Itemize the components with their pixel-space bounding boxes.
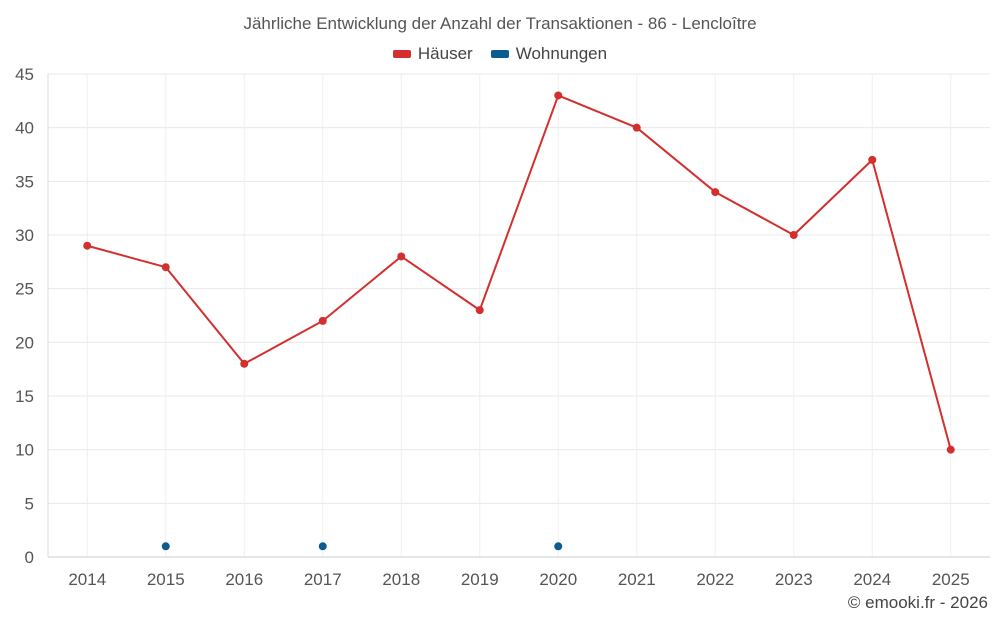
y-tick-label: 15 — [15, 387, 34, 406]
y-tick-label: 10 — [15, 441, 34, 460]
wohnungen-point-2017 — [318, 542, 327, 551]
haeuser-point-2022 — [711, 188, 720, 197]
credit-text: © emooki.fr - 2026 — [847, 593, 988, 612]
legend-label-haeuser: Häuser — [417, 44, 473, 63]
y-tick-label: 25 — [15, 280, 34, 299]
legend-item-wohnungen[interactable]: Wohnungen — [490, 44, 608, 64]
x-tick-label: 2021 — [618, 570, 656, 589]
legend-label-wohnungen: Wohnungen — [515, 44, 608, 63]
y-tick-label: 5 — [25, 494, 34, 513]
haeuser-point-2025 — [946, 445, 955, 454]
x-tick-label: 2016 — [225, 570, 263, 589]
x-tick-label: 2017 — [304, 570, 342, 589]
haeuser-point-2023 — [789, 231, 798, 239]
x-tick-label: 2020 — [539, 570, 577, 589]
series-line-haeuser — [86, 94, 952, 450]
haeuser-point-2016 — [240, 359, 249, 368]
y-tick-label: 20 — [15, 333, 34, 352]
haeuser-point-2021 — [632, 123, 641, 132]
y-tick-label: 0 — [25, 548, 34, 567]
y-tick-label: 35 — [15, 172, 34, 191]
x-tick-label: 2018 — [382, 570, 420, 589]
legend-swatch-wohnungen — [490, 50, 509, 58]
y-tick-label: 45 — [15, 65, 34, 84]
haeuser-point-2014 — [83, 241, 92, 250]
haeuser-point-2020 — [554, 91, 563, 100]
x-tick-label: 2019 — [461, 570, 499, 589]
x-tick-label: 2014 — [68, 570, 106, 589]
x-tick-label: 2022 — [696, 570, 734, 589]
wohnungen-point-2015 — [161, 542, 170, 551]
haeuser-point-2015 — [161, 263, 170, 272]
chart-title: Jährliche Entwicklung der Anzahl der Tra… — [243, 14, 757, 33]
legend-swatch-haeuser — [392, 50, 411, 58]
haeuser-point-2019 — [475, 306, 484, 315]
legend: Häuser Wohnungen — [0, 44, 1000, 64]
x-tick-label: 2015 — [147, 570, 185, 589]
x-tick-label: 2025 — [932, 570, 970, 589]
haeuser-point-2024 — [868, 155, 877, 164]
x-tick-label: 2023 — [775, 570, 813, 589]
x-tick-label: 2024 — [853, 570, 891, 589]
haeuser-point-2018 — [397, 252, 406, 261]
wohnungen-point-2020 — [554, 542, 563, 551]
y-tick-label: 30 — [15, 226, 34, 245]
legend-item-haeuser[interactable]: Häuser — [392, 44, 473, 64]
y-tick-label: 40 — [15, 119, 34, 138]
haeuser-point-2017 — [318, 316, 327, 325]
